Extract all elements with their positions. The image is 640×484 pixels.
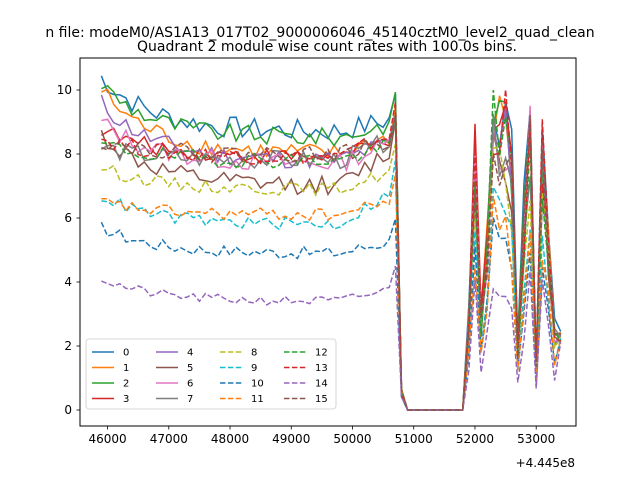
x-tick-label-52000: 52000 — [456, 432, 494, 446]
series-line-11 — [101, 174, 562, 411]
y-tick-label-10: 10 — [57, 83, 72, 97]
legend-label-9: 9 — [251, 363, 257, 374]
legend-label-10: 10 — [251, 379, 264, 390]
legend-label-15: 15 — [315, 394, 328, 405]
x-tick-label-47000: 47000 — [150, 432, 188, 446]
legend-label-2: 2 — [123, 379, 129, 390]
axes-frame — [79, 57, 577, 427]
legend-label-0: 0 — [123, 348, 129, 359]
legend-label-12: 12 — [315, 348, 328, 359]
legend-label-4: 4 — [187, 348, 193, 359]
axes-title: Quadrant 2 module wise count rates with … — [137, 39, 517, 55]
legend-label-6: 6 — [187, 379, 193, 390]
legend-label-7: 7 — [187, 394, 193, 405]
legend-label-13: 13 — [315, 363, 328, 374]
x-tick-label-51000: 51000 — [395, 432, 433, 446]
series-line-15 — [101, 115, 562, 411]
legend-box — [85, 338, 337, 410]
figure-suptitle: n file: modeM0/AS1A13_017T02_9000006046_… — [45, 25, 594, 41]
x-offset-label: +4.445e8 — [516, 456, 575, 470]
plot-area: 46000 47000 48000 49000 50000 51000 52000 53000… — [57, 57, 577, 446]
y-tick-label-4: 4 — [64, 275, 72, 289]
series-line-14 — [101, 265, 562, 411]
x-tick-label-49000: 49000 — [272, 432, 310, 446]
legend-label-14: 14 — [315, 379, 328, 390]
x-tick-label-50000: 50000 — [333, 432, 371, 446]
legend-label-8: 8 — [251, 348, 257, 359]
legend-label-11: 11 — [251, 394, 264, 405]
series-line-12 — [101, 89, 562, 411]
y-tick-label-2: 2 — [64, 339, 72, 353]
x-tick-label-46000: 46000 — [88, 432, 126, 446]
series-line-13 — [101, 89, 562, 411]
y-tick-label-6: 6 — [64, 211, 72, 225]
legend-label-3: 3 — [123, 394, 129, 405]
y-tick-label-0: 0 — [64, 403, 72, 417]
legend-label-1: 1 — [123, 363, 129, 374]
series-layer — [100, 75, 562, 411]
legend-label-5: 5 — [187, 363, 193, 374]
ticks-layer: 46000 47000 48000 49000 50000 51000 52000 53000… — [57, 83, 556, 446]
x-tick-label-53000: 53000 — [517, 432, 555, 446]
y-tick-label-8: 8 — [64, 147, 72, 161]
x-tick-label-48000: 48000 — [211, 432, 249, 446]
